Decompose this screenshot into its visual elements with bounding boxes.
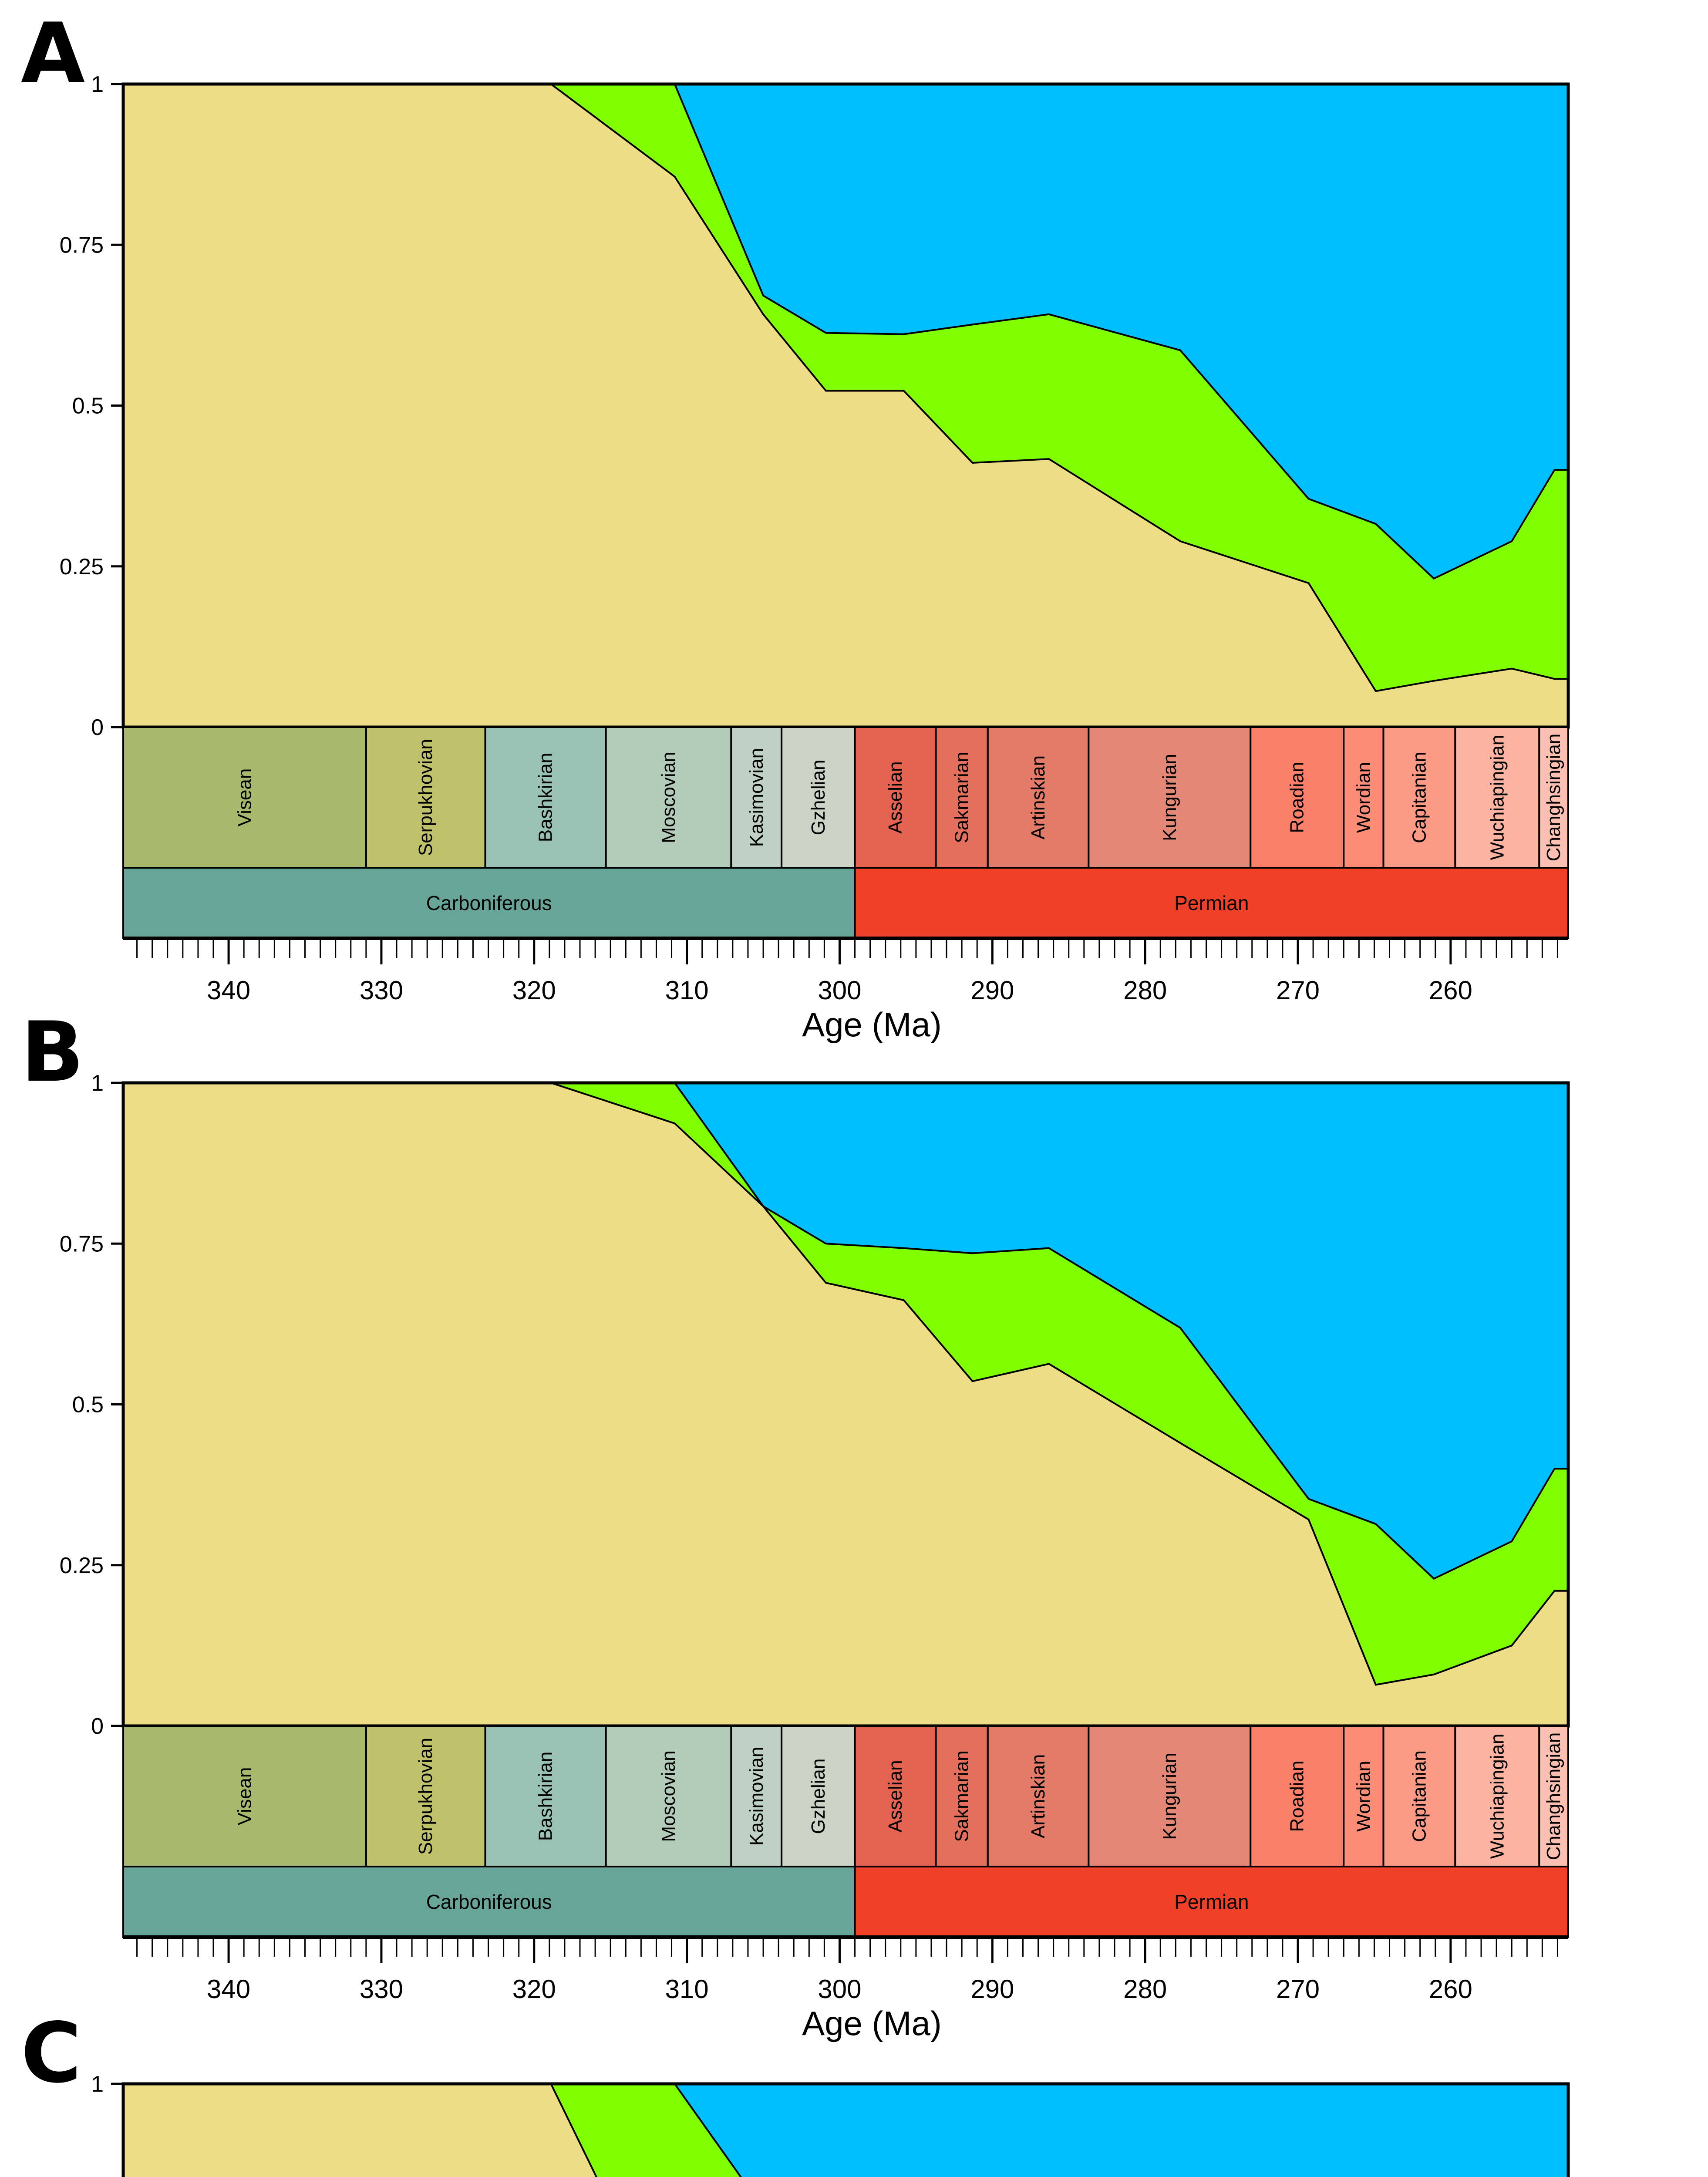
stage-label: Changhsingian [1543,734,1564,862]
y-tick-label: 0.25 [60,554,104,580]
stage-box-moscovian [605,1725,732,1867]
x-tick-label: 310 [665,1975,709,2004]
stage-label: Serpukhovian [415,739,436,856]
panel-a: A 0 0.25 0.5 0.75 1 Visean Serpukhovian Bashkiri… [21,5,1570,1044]
x-tick-label: 300 [818,976,861,1005]
stage-label: Sakmarian [951,752,973,843]
stage-label: Roadian [1287,1761,1308,1832]
x-tick-label: 280 [1123,1975,1167,2004]
stage-label: Wuchiapingian [1486,735,1508,860]
y-tick-label: 1 [91,2072,104,2097]
stage-label: Kungurian [1159,754,1180,841]
x-tick-label: 280 [1123,976,1167,1005]
stage-box-sakmarian [935,726,989,869]
stage-box-artinskian [987,1725,1090,1867]
stage-label: Kungurian [1159,1752,1180,1840]
stage-label: Gzhelian [808,1759,829,1834]
period-box-permian [854,1866,1569,1938]
x-tick-label: 340 [207,976,250,1005]
stage-box-capitanian [1382,1725,1456,1867]
stage-box-artinskian [987,726,1090,869]
stage-box-wordian [1343,726,1385,869]
period-label: Permian [1174,892,1249,914]
stage-box-serpukhovian [365,1725,486,1867]
stage-label: Bashkirian [535,1752,556,1841]
stage-label: Wordian [1353,1761,1374,1832]
stage-box-visean [122,726,367,869]
stage-label: Capitanian [1408,752,1430,843]
stage-label: Asselian [885,761,906,833]
x-tick-label: 290 [970,976,1014,1005]
area-series-lower [122,83,1569,728]
stage-label: Visean [234,768,255,827]
stage-label: Sakmarian [951,1750,973,1842]
x-tick-label: 310 [665,976,709,1005]
x-tick-label: 260 [1429,1975,1472,2004]
stage-box-changhsingian [1538,1725,1570,1867]
stage-box-serpukhovian [365,726,486,869]
x-tick-label: 300 [818,1975,861,2004]
stage-box-bashkirian [484,726,607,869]
stage-label: Visean [234,1767,255,1826]
x-tick-label: 270 [1276,976,1320,1005]
x-tick-label: 290 [970,1975,1014,2004]
x-tick-label: 260 [1429,976,1472,1005]
stage-label: Kasimovian [746,748,767,847]
stage-label: Serpukhovian [415,1738,436,1855]
period-box-carboniferous [122,1866,856,1938]
x-axis-label: Age (Ma) [802,2004,942,2042]
stage-label: Gzhelian [808,760,829,836]
period-box-carboniferous [122,867,856,939]
stage-label: Asselian [885,1760,906,1832]
stage-box-changhsingian [1538,726,1570,869]
stage-box-kungurian [1088,726,1252,869]
y-tick-label: 1 [91,1071,104,1096]
period-label: Carboniferous [426,892,552,914]
stage-box-kungurian [1088,1725,1252,1867]
stage-box-bashkirian [484,1725,607,1867]
y-tick-label: 0 [91,715,104,740]
stage-label: Capitanian [1408,1750,1430,1842]
x-tick-label: 320 [512,1975,556,2004]
x-tick-label: 330 [360,1975,403,2004]
panel-c: C00.250.50.751ViseanSerpukhovianBashkiri… [21,2005,1570,2177]
stage-box-moscovian [605,726,732,869]
y-tick-label: 0 [91,1714,104,1739]
stage-label: Moscovian [658,752,679,843]
area-series-lower [122,2083,598,2177]
panel-letter: C [21,2005,81,2101]
period-label: Permian [1174,1891,1249,1913]
stage-box-asselian [854,726,937,869]
panel-b: B 0 0.25 0.5 0.75 1 Visean Serpukhovian Bashkiri… [21,1004,1570,2042]
y-tick-label: 0.25 [60,1553,104,1578]
y-tick-label: 0.75 [60,1231,104,1257]
y-tick-label: 0.5 [72,1392,104,1418]
period-box-permian [854,867,1569,939]
plot-frame [121,2082,1570,2177]
stage-label: Moscovian [658,1750,679,1842]
x-tick-label: 320 [512,976,556,1005]
x-tick-label: 330 [360,976,403,1005]
y-tick-label: 1 [91,72,104,97]
period-label: Carboniferous [426,1891,552,1913]
stage-label: Wuchiapingian [1486,1734,1508,1859]
stage-label: Roadian [1287,762,1308,833]
x-tick-label: 270 [1276,1975,1320,2004]
y-tick-label: 0.75 [60,233,104,258]
panel-letter: A [21,5,85,101]
y-tick-label: 0.5 [72,394,104,419]
panel-letter: B [21,1004,84,1100]
stage-box-gzhelian [781,1725,856,1867]
stage-box-roadian [1250,1725,1345,1867]
area-series-lower [122,1082,1569,1727]
stage-label: Changhsingian [1543,1732,1564,1860]
x-axis-label: Age (Ma) [802,1005,942,1044]
stage-label: Artinskian [1027,1754,1049,1838]
stage-label: Bashkirian [535,753,556,842]
stage-label: Kasimovian [746,1747,767,1846]
stage-label: Artinskian [1027,755,1049,839]
stage-label: Wordian [1353,762,1374,833]
x-tick-label: 340 [207,1975,250,2004]
